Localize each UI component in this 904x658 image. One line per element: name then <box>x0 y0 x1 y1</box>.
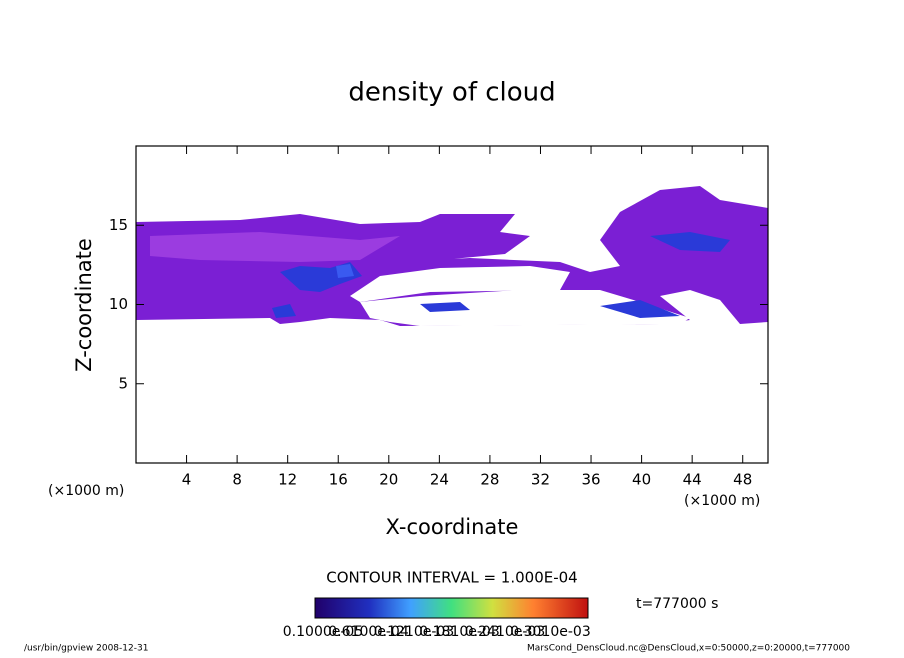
x-tick-label: 24 <box>430 471 449 489</box>
x-axis-label: X-coordinate <box>386 515 519 539</box>
contour-interval: CONTOUR INTERVAL = 1.000E-04 <box>326 569 577 587</box>
y-tick-label: 10 <box>109 295 128 313</box>
colorbar-label: 0.3010e-03 <box>510 624 590 640</box>
time-label: t=777000 s <box>636 596 718 612</box>
cloud-field <box>136 186 768 326</box>
colorbar-label: 0.1810e-03 <box>419 624 499 640</box>
x-unit-left: (×1000 m) <box>48 483 124 499</box>
x-unit: (×1000 m) <box>684 493 760 509</box>
x-tick-label: 16 <box>329 471 348 489</box>
x-tick-label: 20 <box>379 471 398 489</box>
y-tick-label: 15 <box>109 216 128 234</box>
colorbar-label: 0.6100e-04 <box>328 624 409 640</box>
x-tick-label: 8 <box>232 471 242 489</box>
colorbar-label: 0.1000e-05 <box>283 624 363 640</box>
x-tick-label: 32 <box>531 471 550 489</box>
footer-right: MarsCond_DensCloud.nc@DensCloud,x=0:5000… <box>527 644 850 654</box>
x-tick-label: 44 <box>683 471 702 489</box>
x-tick-label: 48 <box>733 471 752 489</box>
x-tick-label: 36 <box>581 471 600 489</box>
footer-left: /usr/bin/gpview 2008-12-31 <box>24 644 148 654</box>
y-tick-label: 5 <box>118 374 128 392</box>
x-tick-label: 40 <box>632 471 651 489</box>
colorbar <box>314 597 589 619</box>
chart-title: density of cloud <box>348 78 555 108</box>
colorbar-labels: 0.1000e-050.6100e-040.1210e-030.1810e-03… <box>283 624 591 640</box>
colorbar-label: 0.1210e-03 <box>374 624 454 640</box>
x-tick-label: 12 <box>278 471 297 489</box>
x-tick-label: 28 <box>480 471 499 489</box>
colorbar-label: 0.2410e-03 <box>465 624 545 640</box>
y-axis-label: Z-coordinate <box>72 238 96 372</box>
x-tick-label: 4 <box>182 471 192 489</box>
